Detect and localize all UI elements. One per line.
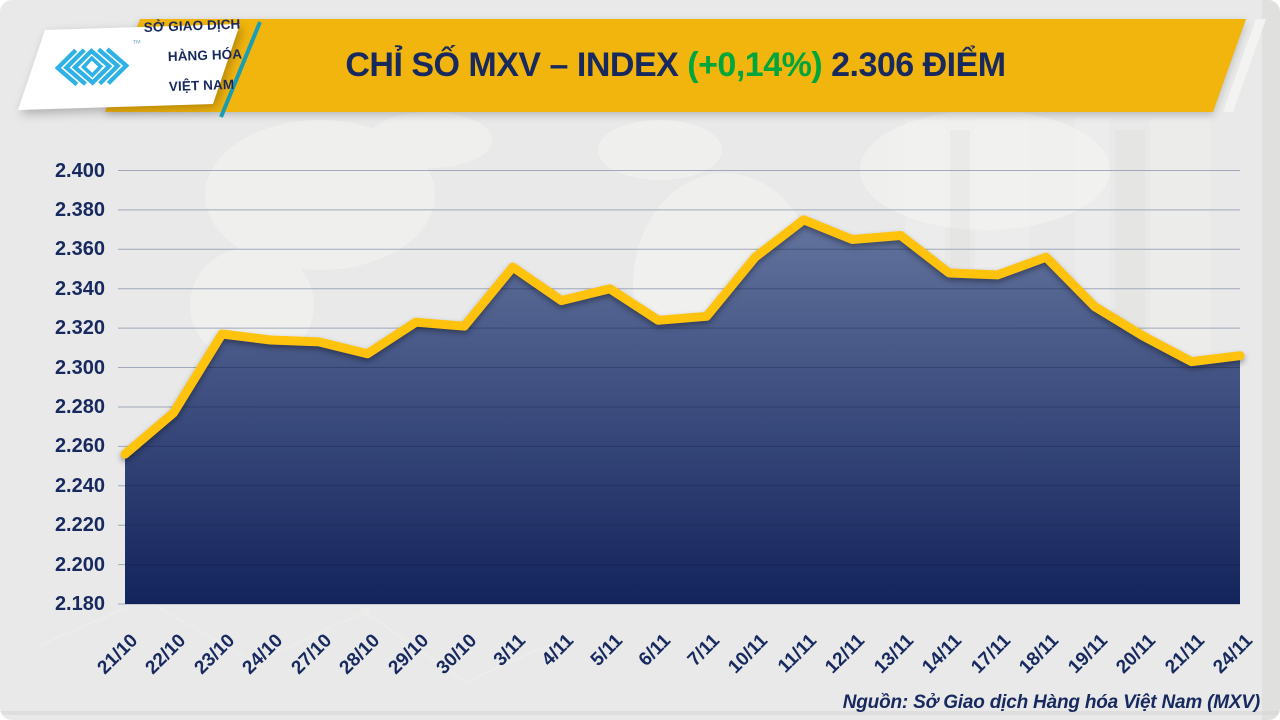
teal-accent-line bbox=[219, 21, 262, 118]
network-pattern bbox=[39, 595, 561, 683]
mxv-logo: ™ SỞ GIAO DỊCH HÀNG HÓA VIỆT NAM bbox=[51, 16, 242, 99]
index-line bbox=[120, 215, 1245, 459]
gray-slash-accent bbox=[1223, 19, 1266, 112]
bottom-edge-shade bbox=[0, 711, 1280, 715]
title-value: 2.306 ĐIỂM bbox=[822, 46, 1006, 84]
right-edge-shade bbox=[1262, 0, 1280, 720]
mxv-logo-icon bbox=[54, 47, 130, 87]
logo-card bbox=[18, 24, 240, 110]
header-banner-group bbox=[18, 19, 1266, 118]
chart-title: CHỈ SỐ MXV – INDEX (+0,14%) 2.306 ĐIỂM bbox=[105, 19, 1246, 112]
title-banner bbox=[105, 19, 1246, 112]
title-prefix: CHỈ SỐ MXV – INDEX bbox=[345, 46, 688, 84]
title-change-percent: (+0,14%) bbox=[687, 46, 823, 84]
source-note: Nguồn: Sở Giao dịch Hàng hóa Việt Nam (M… bbox=[842, 692, 1260, 713]
index-area-fill bbox=[125, 219, 1240, 605]
